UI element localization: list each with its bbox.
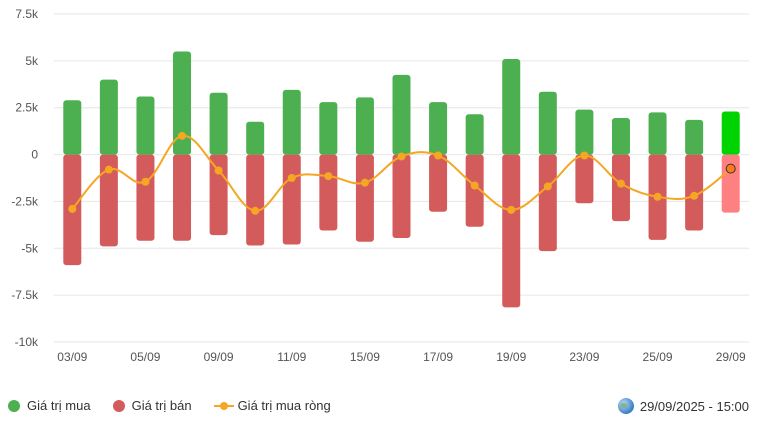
legend-buy-swatch <box>8 399 20 412</box>
net-point <box>690 191 699 200</box>
sell-bar <box>429 154 448 212</box>
buy-bar <box>392 74 411 155</box>
sell-bar <box>392 154 411 238</box>
buy-bar <box>648 112 667 155</box>
net-point <box>251 206 260 215</box>
legend-item-buy[interactable]: Giá trị mua <box>8 398 91 413</box>
x-tick-label: 29/09 <box>716 350 746 364</box>
sell-bar <box>136 154 155 241</box>
net-point <box>360 178 369 187</box>
buy-bar <box>136 96 155 155</box>
update-timestamp: 29/09/2025 - 15:00 <box>617 398 749 414</box>
globe-icon <box>617 398 634 414</box>
sell-bar <box>611 154 630 222</box>
net-point <box>397 152 406 161</box>
net-point <box>141 177 150 186</box>
net-point <box>68 204 77 213</box>
legend-net-swatch <box>213 400 234 412</box>
legend-item-net[interactable]: Giá trị mua ròng <box>213 398 331 413</box>
y-tick-label: -2.5k <box>11 194 39 208</box>
net-point <box>653 192 662 201</box>
sell-bar <box>355 154 374 242</box>
net-point <box>543 182 552 191</box>
x-tick-label: 23/09 <box>569 350 599 364</box>
buy-bar <box>173 51 192 155</box>
sell-bar <box>502 154 521 308</box>
buy-bar <box>319 102 338 155</box>
x-tick-label: 15/09 <box>350 350 380 364</box>
net-point <box>214 166 223 175</box>
buy-bar <box>63 100 82 155</box>
x-tick-label: 09/09 <box>204 350 234 364</box>
sell-bar <box>575 154 594 204</box>
legend-net-label: Giá trị mua ròng <box>237 398 331 413</box>
buy-bar <box>685 119 704 155</box>
x-tick-label: 19/09 <box>496 350 526 364</box>
buy-bar <box>429 102 448 155</box>
timestamp-text: 29/09/2025 - 15:00 <box>639 398 749 414</box>
buy-bar <box>355 97 374 155</box>
sell-bar <box>246 154 265 246</box>
x-tick-label: 17/09 <box>423 350 453 364</box>
net-point <box>287 174 296 182</box>
y-tick-label: 0 <box>31 148 38 162</box>
buy-bar <box>502 58 521 155</box>
net-point <box>470 181 479 190</box>
sell-bar <box>282 154 301 245</box>
y-tick-label: 2.5k <box>15 101 39 115</box>
net-point <box>324 172 333 181</box>
legend-buy-label: Giá trị mua <box>27 398 91 413</box>
y-tick-label: -10k <box>15 335 39 349</box>
chart-area: 7.5k 5k 2.5k 0 -2.5k -5k -7.5k -10k 03/09 05/09 09… <box>11 7 749 364</box>
sell-bar <box>173 154 192 241</box>
x-tick-label: 11/09 <box>277 350 306 364</box>
sell-bar <box>465 154 484 227</box>
buy-bar <box>465 114 484 155</box>
sell-bar <box>99 154 118 247</box>
y-tick-label: 7.5k <box>15 7 39 21</box>
buy-bar <box>282 89 301 155</box>
chart-legend: Giá trị mua Giá trị bán Giá trị mua ròng <box>8 398 353 413</box>
legend-sell-swatch <box>112 399 125 412</box>
net-point <box>178 131 187 140</box>
x-tick-label: 25/09 <box>643 350 673 364</box>
sell-bar <box>319 154 338 231</box>
net-point <box>507 205 516 214</box>
y-tick-label: -5k <box>21 241 39 255</box>
x-tick-label: 05/09 <box>130 350 160 364</box>
y-tick-label: 5k <box>25 54 39 68</box>
buy-bar <box>538 91 557 155</box>
net-point <box>580 151 589 160</box>
buy-bar <box>721 111 740 155</box>
net-point <box>616 179 625 188</box>
buy-bar <box>611 118 630 155</box>
buy-bar <box>246 121 265 155</box>
legend-sell-label: Giá trị bán <box>131 398 192 413</box>
buy-bar <box>99 79 118 155</box>
x-tick-label: 03/09 <box>57 350 87 364</box>
sell-bar <box>721 154 740 213</box>
net-point <box>434 151 443 160</box>
legend-item-sell[interactable]: Giá trị bán <box>112 398 192 413</box>
sell-bar <box>538 154 557 252</box>
net-point <box>725 163 736 174</box>
buy-bar <box>575 109 594 155</box>
y-tick-label: -7.5k <box>11 288 39 302</box>
net-point <box>104 165 113 174</box>
buy-bar <box>209 92 228 155</box>
